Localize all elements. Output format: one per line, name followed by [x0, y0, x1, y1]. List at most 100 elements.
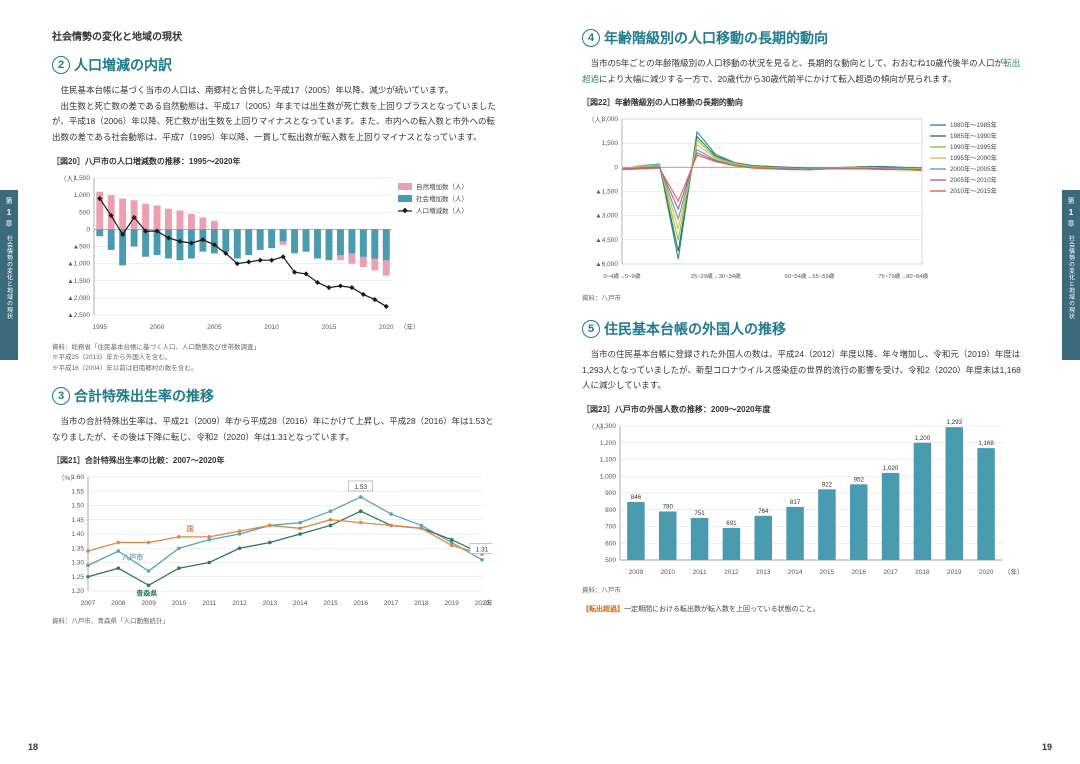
svg-text:2013: 2013: [263, 600, 278, 607]
svg-text:（人）: （人）: [60, 175, 80, 183]
svg-text:700: 700: [605, 523, 616, 530]
svg-text:1995: 1995: [92, 324, 107, 331]
svg-text:▲4,500: ▲4,500: [595, 237, 618, 244]
svg-text:2008: 2008: [111, 600, 126, 607]
svg-text:1985年～1990年: 1985年～1990年: [950, 131, 997, 140]
svg-text:1.53: 1.53: [354, 484, 367, 491]
svg-text:2011: 2011: [693, 569, 707, 576]
svg-text:社会増加数（人）: 社会増加数（人）: [416, 194, 468, 203]
svg-text:2007: 2007: [81, 600, 96, 607]
svg-text:（年）: （年）: [480, 598, 492, 607]
svg-text:50~54歳→55~59歳: 50~54歳→55~59歳: [785, 272, 835, 280]
section-3-title: 3合計特殊出生率の推移: [52, 386, 498, 406]
fig23-src: 資料：八戸市: [582, 586, 1028, 596]
page-number-right: 19: [1042, 742, 1052, 752]
fig23-caption: ［図23］八戸市の外国人数の推移：2009～2020年度: [582, 404, 1028, 415]
svg-text:2010: 2010: [264, 324, 279, 331]
svg-text:青森県: 青森県: [136, 589, 157, 598]
svg-text:（%）: （%）: [58, 474, 77, 482]
svg-text:1,200: 1,200: [600, 440, 617, 447]
fig20-caption: ［図20］八戸市の人口増減数の推移：1995～2020年: [52, 156, 498, 167]
svg-text:2005: 2005: [207, 324, 222, 331]
fig22-caption: ［図22］年齢階級別の人口移動の長期的動向: [582, 97, 1028, 108]
svg-text:2009: 2009: [629, 569, 644, 576]
svg-text:800: 800: [605, 507, 616, 514]
sec4-p: 当市の5年ごとの年齢階級別の人口移動の状況を見ると、長期的な動向として、おおむね…: [582, 56, 1028, 87]
svg-text:764: 764: [758, 508, 769, 515]
svg-text:75~79歳→80~84歳: 75~79歳→80~84歳: [878, 272, 928, 280]
svg-text:1,000: 1,000: [600, 473, 617, 480]
svg-text:2018: 2018: [915, 569, 930, 576]
svg-text:2016: 2016: [354, 600, 369, 607]
sec3-p: 当市の合計特殊出生率は、平成21（2009）年から平成28（2016）年にかけて…: [52, 414, 498, 445]
svg-text:2014: 2014: [788, 569, 803, 576]
svg-text:▲6,000: ▲6,000: [595, 261, 618, 268]
svg-text:1,100: 1,100: [600, 456, 617, 463]
fig20-src: 資料：総務省「住民基本台帳に基づく人口、人口動態及び世帯数調査」 ※平成25（2…: [52, 343, 498, 374]
svg-text:1,020: 1,020: [883, 465, 899, 472]
svg-text:▲500: ▲500: [73, 243, 91, 250]
svg-text:1980年～1985年: 1980年～1985年: [950, 120, 997, 129]
svg-text:2016: 2016: [852, 569, 867, 576]
svg-text:1.35: 1.35: [71, 546, 84, 553]
svg-text:600: 600: [605, 540, 616, 547]
chapter-tab-left: 第 1 章 社会情勢の変化と地域の現状: [0, 190, 18, 360]
svg-text:922: 922: [822, 481, 833, 488]
footnote: 【転出超過】一定期間における転出数が転入数を上回っている状態のこと。: [582, 604, 1028, 614]
svg-text:25~29歳→30~34歳: 25~29歳→30~34歳: [691, 272, 741, 280]
svg-text:691: 691: [726, 520, 737, 527]
svg-text:0~4歳→5~9歳: 0~4歳→5~9歳: [603, 272, 640, 280]
svg-text:▲1,500: ▲1,500: [595, 189, 618, 196]
fig22-src: 資料：八戸市: [582, 294, 1028, 304]
svg-text:▲1,000: ▲1,000: [67, 261, 90, 268]
svg-text:2015: 2015: [323, 600, 338, 607]
svg-text:八戸市: 八戸市: [121, 553, 143, 562]
svg-text:2017: 2017: [384, 600, 399, 607]
svg-text:1,293: 1,293: [947, 419, 963, 426]
fig21-chart: 1.601.551.501.451.401.351.301.251.202007…: [52, 469, 492, 609]
page-number-left: 18: [28, 742, 38, 752]
svg-text:自然増加数（人）: 自然増加数（人）: [416, 182, 468, 191]
svg-text:2012: 2012: [724, 569, 739, 576]
svg-text:▲2,000: ▲2,000: [67, 295, 90, 302]
fig22-chart: 3,0001,5000▲1,500▲3,000▲4,500▲6,0000~4歳→…: [582, 111, 1022, 286]
svg-text:2000: 2000: [150, 324, 165, 331]
svg-text:2019: 2019: [444, 600, 459, 607]
sec5-p: 当市の住民基本台帳に登録された外国人の数は、平成24（2012）年度以降、年々増…: [582, 347, 1028, 394]
svg-text:1.20: 1.20: [71, 588, 84, 595]
page-header: 社会情勢の変化と地域の現状: [52, 28, 498, 43]
svg-text:2011: 2011: [202, 600, 216, 607]
svg-text:1,500: 1,500: [602, 141, 619, 148]
section-4-title: 4年齢階級別の人口移動の長期的動向: [582, 28, 1028, 48]
svg-text:2005年～2010年: 2005年～2010年: [950, 175, 997, 184]
svg-text:2000年～2005年: 2000年～2005年: [950, 164, 997, 173]
svg-text:900: 900: [605, 490, 616, 497]
fig20-chart: 1,5001,0005000▲500▲1,000▲1,500▲2,000▲2,5…: [52, 170, 492, 335]
svg-text:1.31: 1.31: [476, 547, 489, 554]
svg-text:（年）: （年）: [400, 322, 420, 331]
svg-text:817: 817: [790, 499, 801, 506]
svg-text:2010年～2015年: 2010年～2015年: [950, 186, 997, 195]
svg-text:2018: 2018: [414, 600, 429, 607]
svg-text:1,000: 1,000: [74, 192, 91, 199]
svg-text:1.30: 1.30: [71, 560, 84, 567]
svg-text:1,200: 1,200: [915, 435, 931, 442]
chapter-tab-right: 第 1 章 社会情勢の変化と地域の現状: [1062, 190, 1080, 360]
svg-text:952: 952: [854, 476, 865, 483]
svg-text:（年）: （年）: [1004, 567, 1022, 576]
fig21-caption: ［図21］合計特殊出生率の比較：2007～2020年: [52, 455, 498, 466]
fig23-chart: 1,3001,2001,1001,00090080070060050084620…: [582, 418, 1022, 578]
svg-text:500: 500: [605, 557, 616, 564]
sec2-p2: 出生数と死亡数の差である自然動態は、平成17（2005）年までは出生数が死亡数を…: [52, 99, 498, 146]
svg-text:1,168: 1,168: [978, 440, 994, 447]
svg-text:2020: 2020: [379, 324, 394, 331]
svg-text:1.50: 1.50: [71, 503, 84, 510]
svg-text:2010: 2010: [661, 569, 676, 576]
svg-text:2013: 2013: [756, 569, 771, 576]
svg-text:2019: 2019: [947, 569, 962, 576]
svg-text:1990年～1995年: 1990年～1995年: [950, 142, 997, 151]
svg-text:2010: 2010: [172, 600, 187, 607]
section-5-title: 5住民基本台帳の外国人の推移: [582, 319, 1028, 339]
svg-text:2017: 2017: [883, 569, 898, 576]
svg-text:1.55: 1.55: [71, 489, 84, 496]
